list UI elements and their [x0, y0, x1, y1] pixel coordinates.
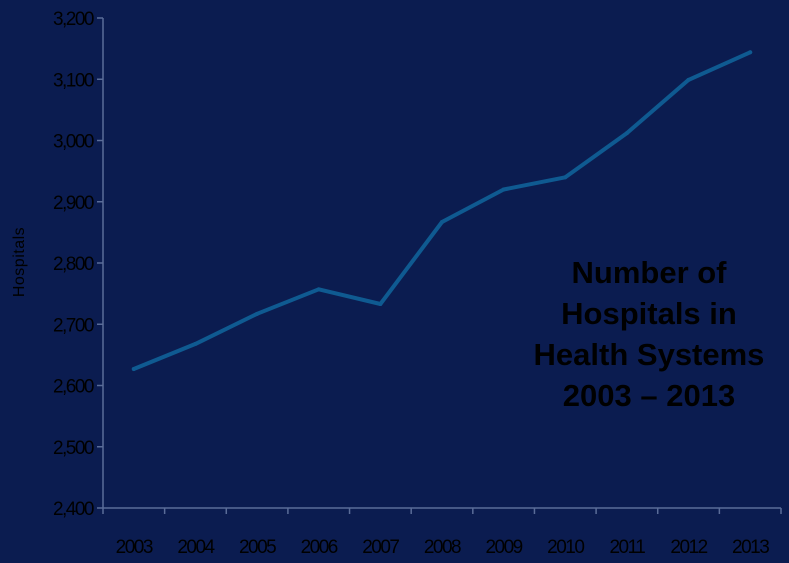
- x-tick-label: 2004: [177, 537, 215, 558]
- y-tick-label: 2,500: [53, 438, 94, 459]
- y-tick-label: 2,700: [53, 315, 94, 336]
- y-tick-label: 2,400: [53, 499, 94, 520]
- annotation-line-4: 2003 – 2013: [562, 378, 736, 413]
- x-tick-label: 2005: [239, 537, 276, 558]
- x-tick-label: 2009: [485, 537, 522, 558]
- x-tick-label: 2003: [116, 537, 153, 558]
- x-tick-label: 2013: [732, 537, 769, 558]
- x-tick-label: 2008: [424, 537, 461, 558]
- data-point: [686, 77, 691, 82]
- data-point: [378, 302, 383, 307]
- x-tick-label: 2010: [547, 537, 584, 558]
- series: [131, 50, 753, 371]
- annotation-line-3: Health Systems: [533, 337, 765, 372]
- data-point: [255, 311, 260, 316]
- annotation-line-1: Number of: [571, 255, 727, 290]
- data-point: [316, 287, 321, 292]
- data-point: [563, 175, 568, 180]
- y-tick-label: 2,800: [53, 254, 94, 275]
- data-point: [440, 219, 444, 224]
- y-tick-label: 2,600: [53, 377, 94, 398]
- data-point: [131, 366, 136, 371]
- y-axis-ticks: 2,400 2,500 2,600 2,700 2,800 2,900 3,000 3,100…: [53, 9, 103, 520]
- y-tick-label: 3,000: [53, 132, 94, 153]
- y-axis-title: Hospitals: [11, 227, 28, 297]
- data-point: [748, 50, 753, 55]
- chart-annotation: Number of Hospitals in Health Systems 20…: [490, 252, 789, 416]
- x-tick-label: 2012: [670, 537, 707, 558]
- y-tick-label: 2,900: [53, 193, 94, 214]
- data-point: [624, 131, 629, 136]
- data-point: [501, 187, 506, 192]
- y-tick-label: 3,200: [53, 9, 94, 30]
- x-tick-label: 2007: [362, 537, 399, 558]
- data-point: [193, 341, 198, 346]
- x-tick-label: 2011: [609, 537, 645, 558]
- y-tick-label: 3,100: [53, 70, 94, 91]
- annotation-line-2: Hospitals in: [561, 296, 737, 331]
- x-axis-ticks: 2003 2004 2005 2006 2007 2008 2009 2010 2011 2012…: [102, 508, 782, 558]
- x-tick-label: 2006: [301, 537, 338, 558]
